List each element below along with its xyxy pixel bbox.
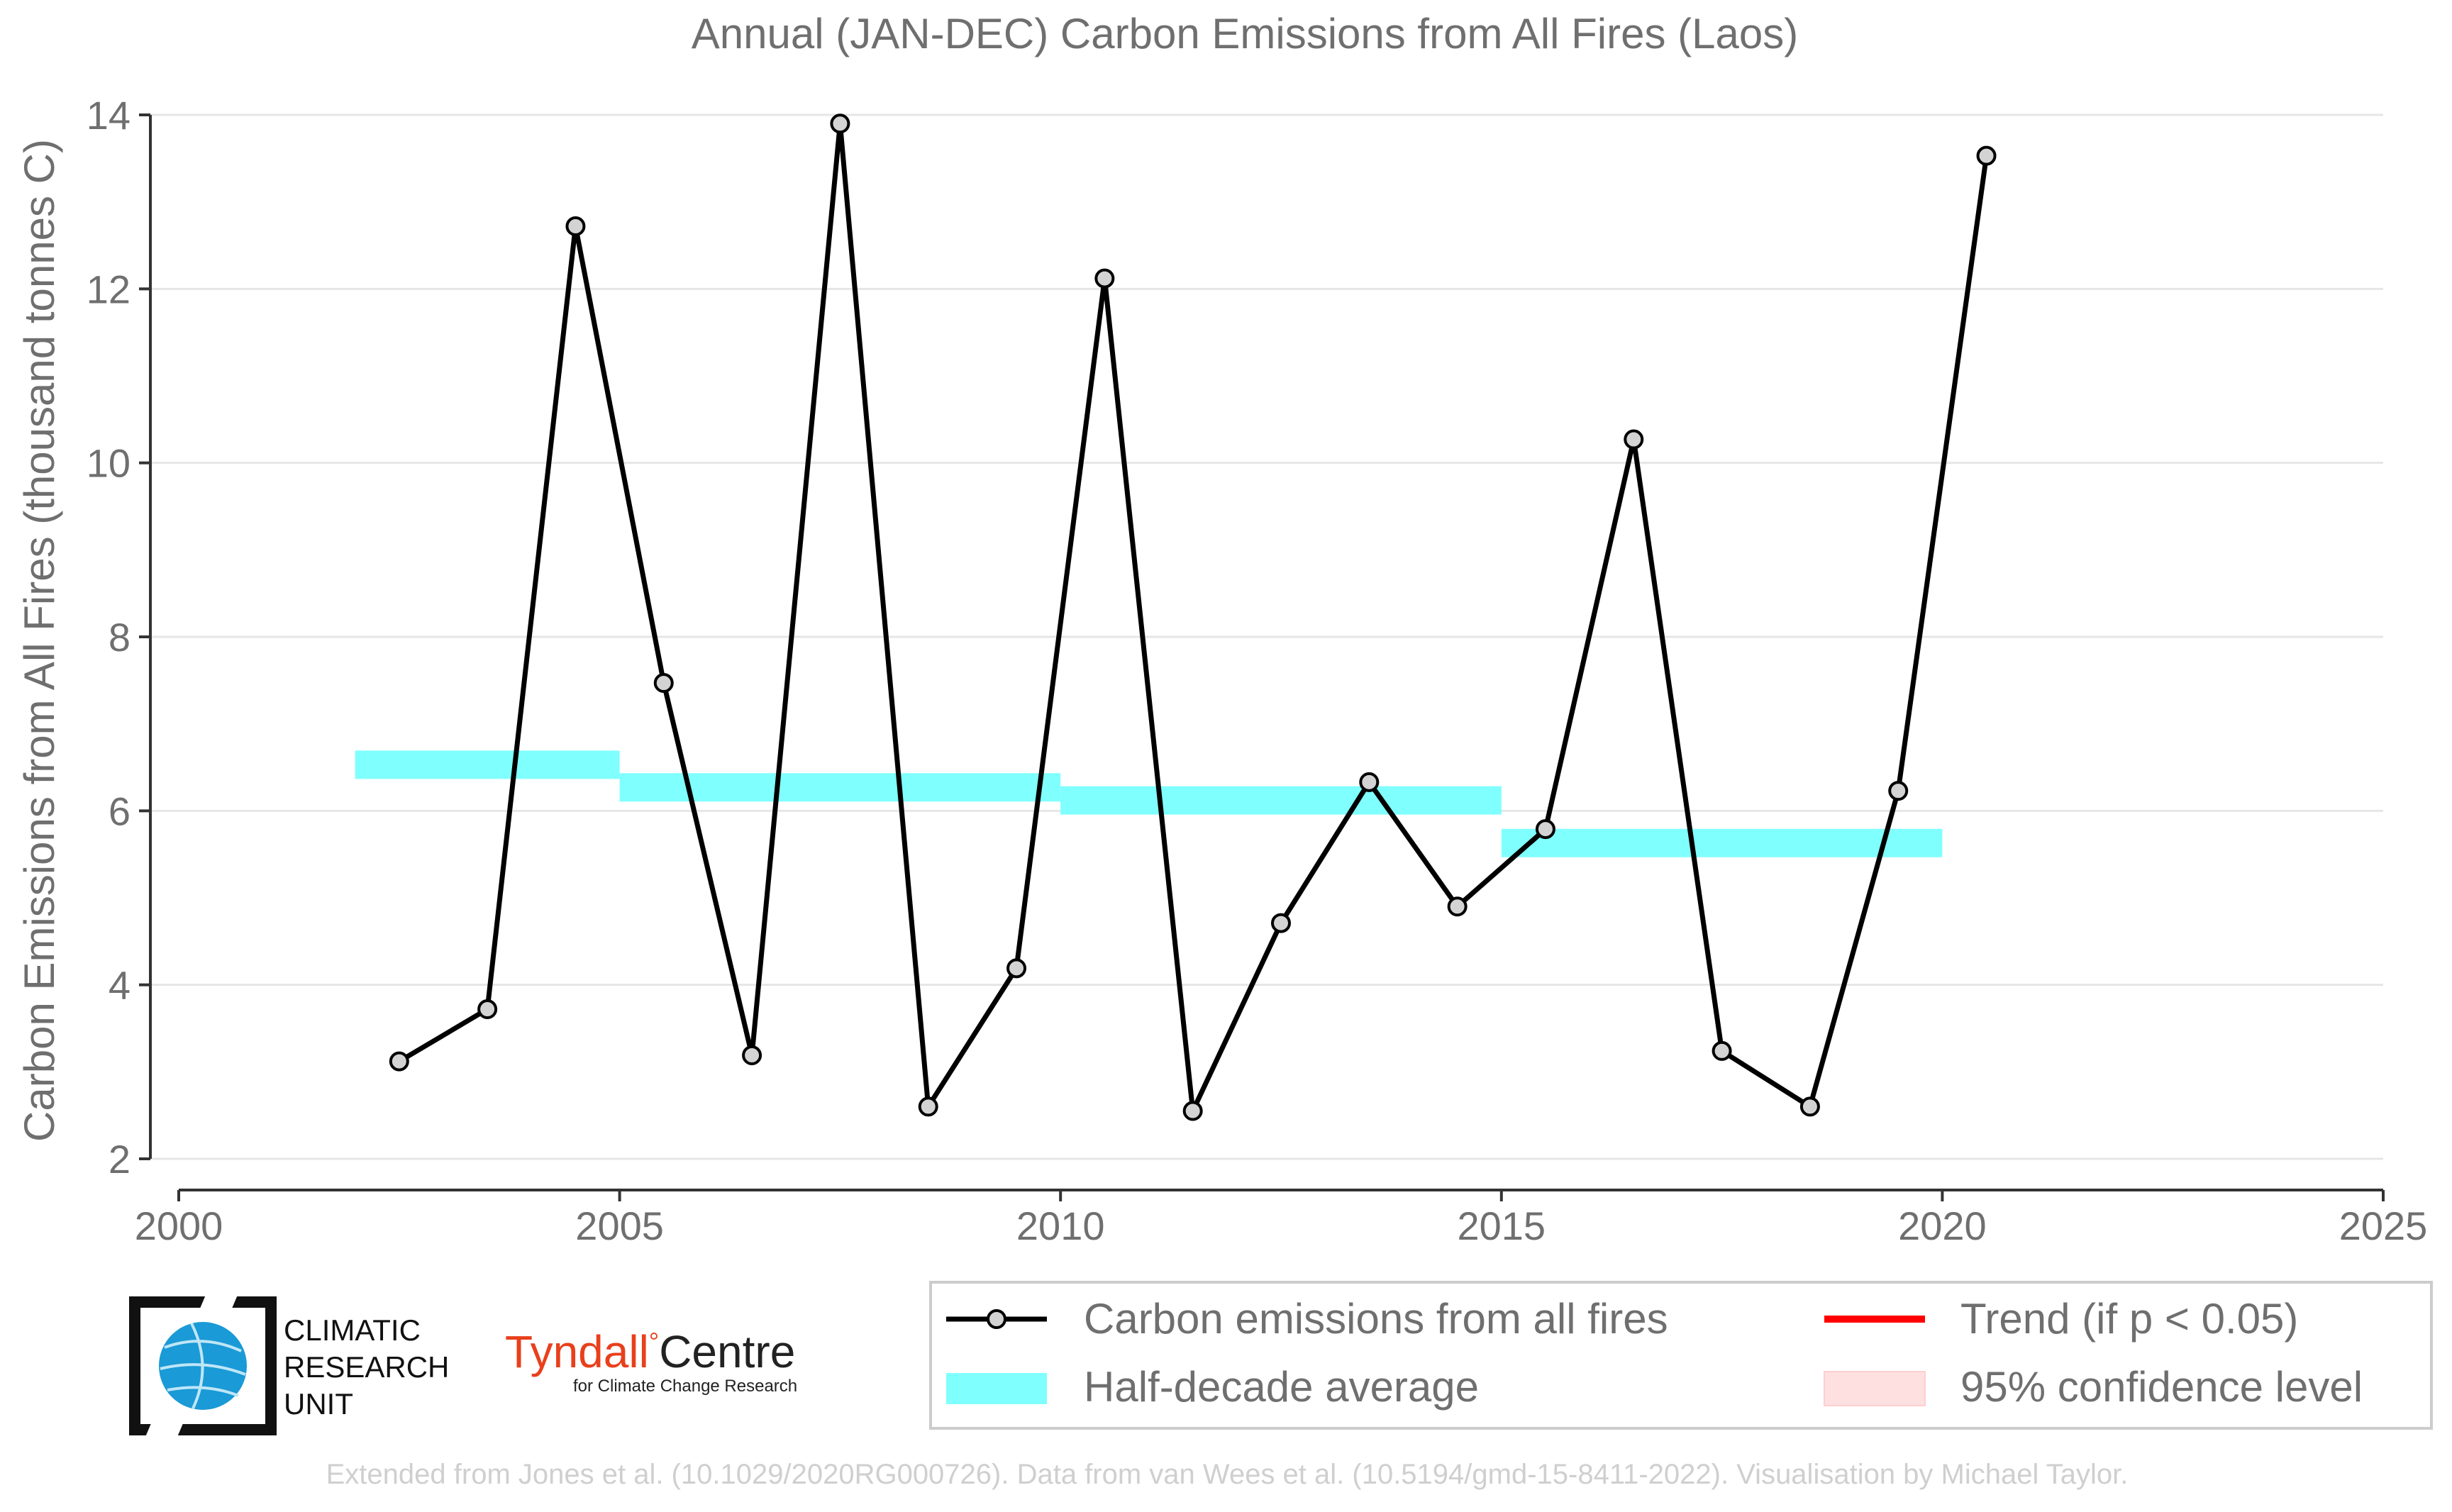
x-tick-label: 2005 — [575, 1204, 664, 1248]
data-point — [389, 1051, 409, 1072]
half-decade-average-band — [355, 750, 620, 779]
tyndall-logo: Tyndall°Centre for Climate Change Resear… — [505, 1326, 797, 1396]
legend-frame — [929, 1281, 2433, 1430]
y-tick-label: 4 — [109, 963, 131, 1008]
half-decade-average-band — [1501, 828, 1943, 857]
data-point — [742, 1045, 762, 1066]
emissions-line — [398, 121, 1990, 1113]
data-point — [477, 999, 498, 1020]
y-axis-label: Carbon Emissions from All Fires (thousan… — [16, 139, 63, 1142]
data-point — [1712, 1040, 1732, 1061]
x-tick-label: 2025 — [2339, 1204, 2428, 1248]
legend-swatch-confidence — [1824, 1371, 1926, 1406]
y-tick-label: 14 — [87, 93, 131, 138]
y-tick-label: 2 — [109, 1137, 131, 1182]
x-tick-label: 2020 — [1898, 1204, 1987, 1248]
globe-lines-icon — [160, 1323, 246, 1409]
data-point — [1182, 1101, 1203, 1121]
legend: Carbon emissions from all fires Trend (i… — [929, 1281, 2433, 1430]
x-tick-label: 2010 — [1016, 1204, 1105, 1248]
data-point — [653, 673, 674, 694]
y-tick-label: 12 — [87, 267, 131, 311]
cru-logo-line1: CLIMATIC — [284, 1313, 421, 1347]
x-tick-label: 2015 — [1458, 1204, 1546, 1248]
legend-label-half-decade: Half-decade average — [1084, 1363, 1479, 1411]
legend-marker-emissions — [987, 1309, 1006, 1329]
tyndall-logo-name: Tyndall°Centre — [505, 1326, 795, 1377]
legend-label-trend: Trend (if p < 0.05) — [1960, 1295, 2298, 1343]
data-point — [565, 216, 586, 237]
cru-logo: CLIMATIC RESEARCH UNIT — [129, 1295, 449, 1437]
x-tick-label: 2000 — [135, 1204, 223, 1248]
chart-title: Annual (JAN-DEC) Carbon Emissions from A… — [692, 10, 1798, 57]
legend-label-emissions: Carbon emissions from all fires — [1084, 1295, 1668, 1343]
axes: 2 4 6 8 10 12 14 2000 2005 2010 2015 2020 2025 — [87, 93, 2428, 1248]
data-point — [1624, 429, 1644, 450]
data-point — [1535, 819, 1555, 840]
half-decade-average-band — [1060, 786, 1502, 815]
cru-logo-line3: UNIT — [284, 1387, 353, 1421]
data-point — [830, 113, 850, 134]
emissions-markers — [389, 113, 1997, 1121]
data-point — [1976, 145, 1997, 166]
emissions-series — [398, 121, 1990, 1113]
footer-credit: Extended from Jones et al. (10.1029/2020… — [326, 1459, 2129, 1490]
half-decade-average-bands — [355, 750, 1943, 857]
y-tick-label: 10 — [87, 441, 131, 486]
data-point — [1006, 958, 1027, 979]
data-point — [1447, 896, 1468, 917]
legend-label-confidence: 95% confidence level — [1960, 1363, 2363, 1411]
data-point — [1799, 1096, 1820, 1117]
tyndall-logo-subtitle: for Climate Change Research — [573, 1377, 797, 1396]
data-point — [1271, 913, 1291, 933]
cru-logo-line2: RESEARCH — [284, 1350, 449, 1384]
data-point — [1888, 781, 1909, 801]
y-tick-label: 6 — [109, 789, 131, 833]
legend-swatch-half-decade — [946, 1373, 1047, 1404]
data-point — [1359, 772, 1380, 792]
data-point — [918, 1096, 938, 1117]
y-tick-label: 8 — [109, 615, 131, 660]
data-point — [1094, 268, 1115, 289]
